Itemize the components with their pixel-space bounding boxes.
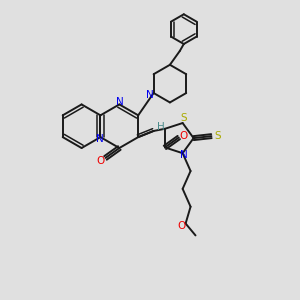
Text: N: N bbox=[146, 90, 154, 100]
Text: O: O bbox=[180, 130, 188, 140]
Text: O: O bbox=[96, 156, 105, 166]
Text: N: N bbox=[180, 150, 188, 160]
Text: N: N bbox=[96, 134, 103, 144]
Text: S: S bbox=[214, 131, 221, 141]
Text: S: S bbox=[180, 113, 187, 123]
Text: N: N bbox=[116, 98, 124, 107]
Text: O: O bbox=[178, 220, 186, 230]
Text: H: H bbox=[157, 122, 164, 132]
